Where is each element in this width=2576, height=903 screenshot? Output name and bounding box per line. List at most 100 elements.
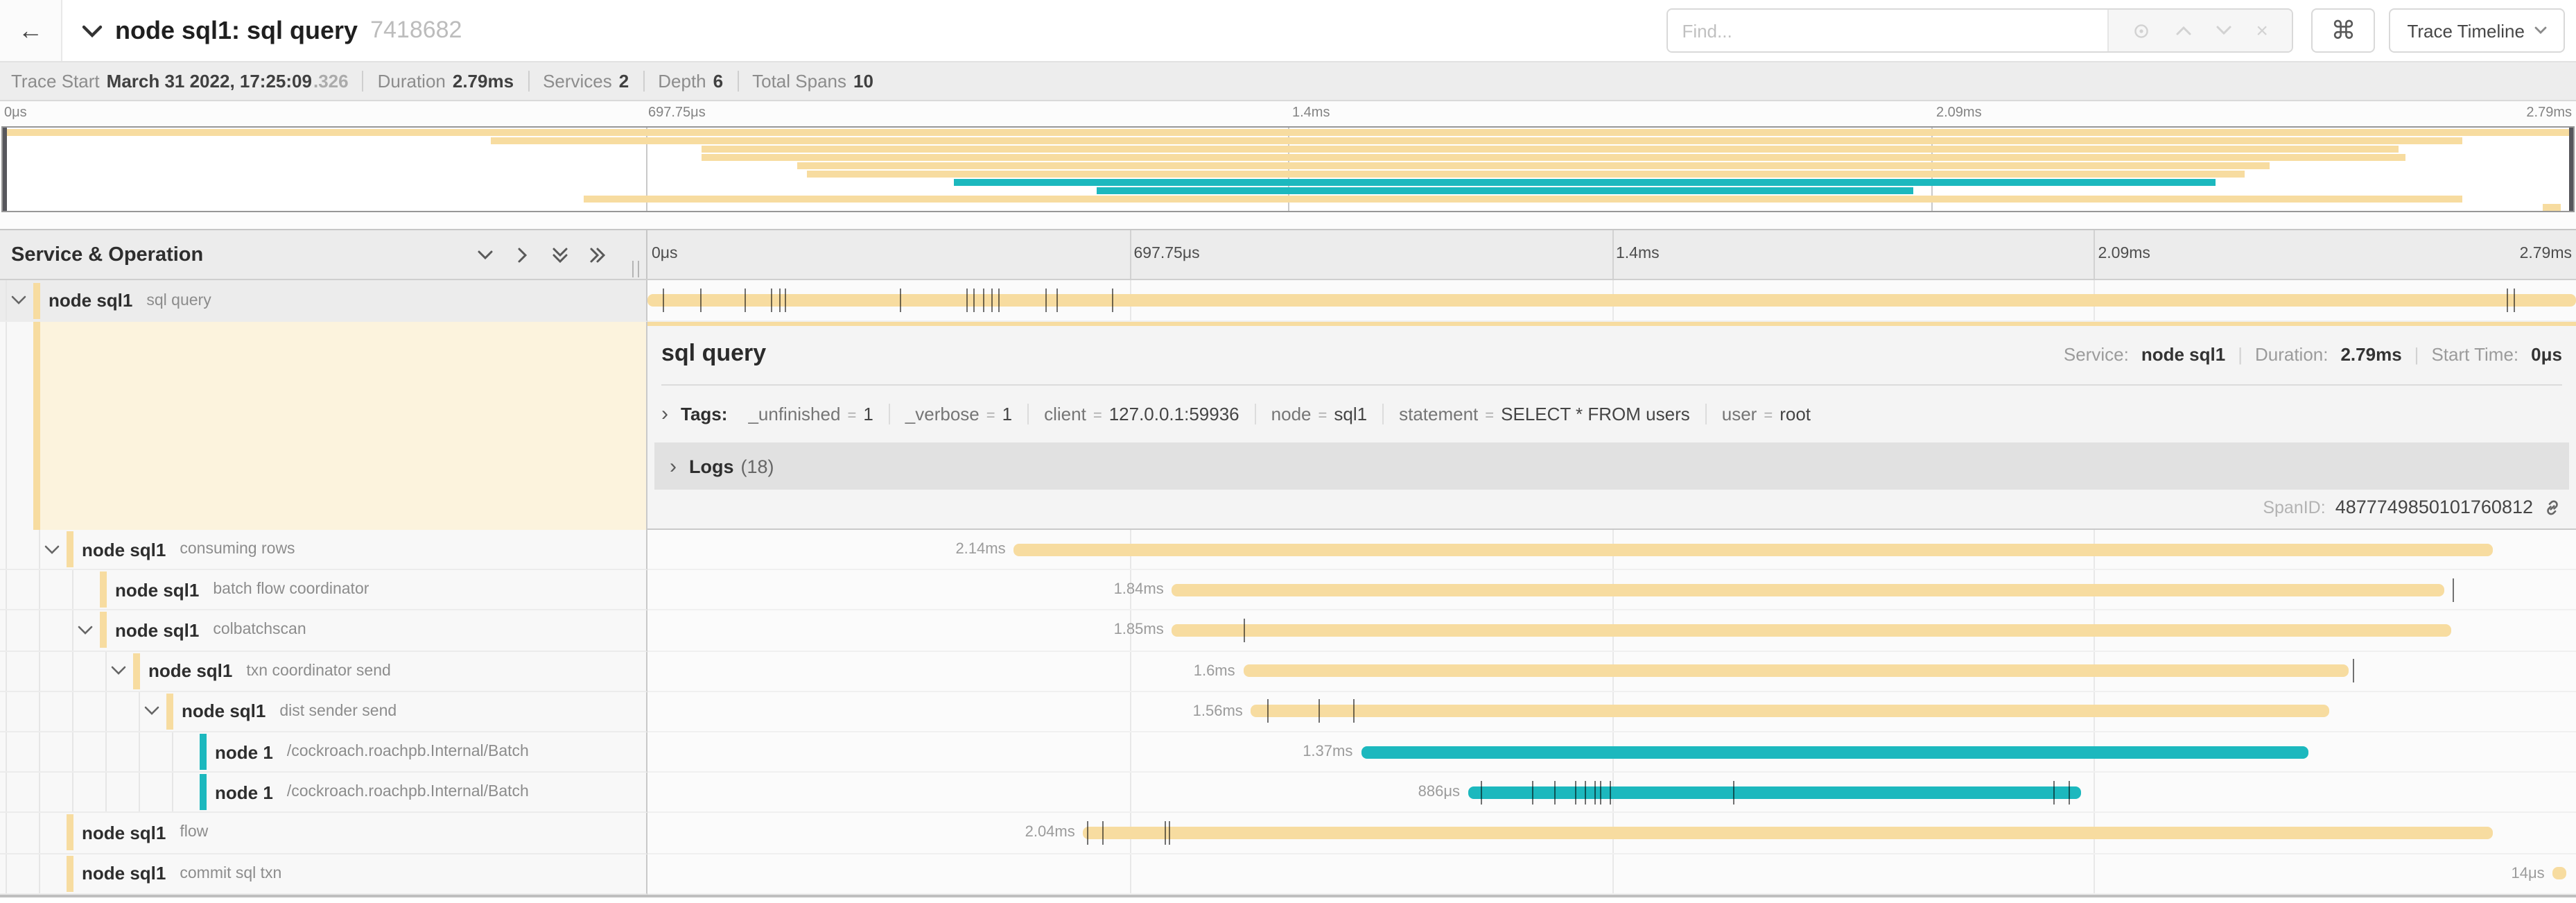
span-row[interactable]: node sql1 dist sender send 1.56ms: [0, 691, 2576, 732]
span-tree-cell[interactable]: node sql1 batch flow coordinator: [0, 570, 647, 611]
span-row[interactable]: node sql1 colbatchscan 1.85ms: [0, 610, 2576, 652]
span-row[interactable]: node sql1 txn coordinator send 1.6ms: [0, 651, 2576, 692]
span-row[interactable]: node 1/cockroach.roachpb.Internal/Batch 1…: [0, 732, 2576, 773]
span-color-strip: [67, 531, 73, 568]
span-bar-cell[interactable]: 1.84ms: [647, 570, 2576, 611]
find-input[interactable]: [1668, 10, 2108, 51]
span-bar[interactable]: [1172, 624, 2451, 637]
trace-view-selector[interactable]: Trace Timeline: [2389, 8, 2565, 53]
span-row[interactable]: node sql1 sql query: [0, 280, 2576, 322]
span-color-strip: [33, 282, 40, 318]
service-operation-header-cell: Service & Operation: [0, 230, 647, 279]
ruler-tick-label: 2.79ms: [2519, 246, 2572, 262]
minimap-span-bar: [584, 195, 2463, 202]
minimap-span-row: [3, 136, 2573, 144]
ruler-tick-label: 1.4ms: [1292, 105, 1330, 121]
minimap-span-row: [3, 161, 2573, 169]
expand-one-icon[interactable]: [513, 245, 532, 264]
log-marker-tick: [1112, 289, 1114, 312]
timeline-gridline: [1129, 570, 1131, 610]
span-bar-cell[interactable]: 1.6ms: [647, 651, 2576, 692]
span-collapse-chevron-icon[interactable]: [11, 295, 26, 305]
span-collapse-chevron-icon[interactable]: [144, 707, 159, 716]
log-marker-tick: [991, 289, 993, 312]
keyboard-shortcuts-button[interactable]: ⌘: [2311, 8, 2376, 53]
span-bar-cell[interactable]: 886μs: [647, 773, 2576, 814]
span-collapse-chevron-icon[interactable]: [111, 666, 126, 676]
ruler-tick-label: 0μs: [4, 105, 27, 121]
log-marker-tick: [1554, 780, 1556, 805]
span-tree-cell[interactable]: node sql1 colbatchscan: [0, 610, 647, 652]
span-bar-cell[interactable]: 1.56ms: [647, 691, 2576, 732]
trace-collapse-chevron-icon[interactable]: [82, 24, 103, 37]
span-row[interactable]: node 1/cockroach.roachpb.Internal/Batch 8…: [0, 773, 2576, 814]
find-prev-icon[interactable]: [2175, 25, 2191, 36]
log-marker-tick: [1102, 820, 1104, 845]
log-marker-tick: [784, 289, 786, 312]
collapse-controls: [476, 230, 607, 279]
span-tree-cell[interactable]: node sql1 consuming rows: [0, 530, 647, 571]
logs-row[interactable]: › Logs (18): [654, 442, 2569, 490]
span-bar[interactable]: [1251, 705, 2329, 718]
tags-expand-icon[interactable]: ›: [661, 402, 668, 425]
span-row[interactable]: node sql1 consuming rows 2.14ms: [0, 530, 2576, 571]
span-bar-cell[interactable]: 2.04ms: [647, 813, 2576, 854]
tag-item[interactable]: _verbose = 1: [888, 403, 1012, 424]
timeline-minimap-section: 0μs 697.75μs 1.4ms 2.09ms 2.79ms: [0, 101, 2576, 229]
span-service-name: node sql1: [115, 619, 200, 641]
span-tree-cell[interactable]: node 1/cockroach.roachpb.Internal/Batch: [0, 732, 647, 773]
collapse-all-icon[interactable]: [550, 245, 570, 264]
timeline-header-row: Service & Operation 0μs 697.75μs 1.4ms 2.09…: [0, 229, 2576, 280]
logs-expand-icon[interactable]: ›: [670, 454, 677, 478]
span-bar-cell[interactable]: 1.37ms: [647, 732, 2576, 773]
span-row[interactable]: node sql1 commit sql txn 14μs: [0, 854, 2576, 895]
span-detail-card: sql query Service: node sql1 | Duration:…: [647, 322, 2576, 530]
span-collapse-chevron-icon[interactable]: [44, 544, 60, 554]
span-row[interactable]: node sql1 batch flow coordinator 1.84ms: [0, 570, 2576, 611]
minimap-left-scrubber[interactable]: [3, 128, 7, 211]
span-bar[interactable]: [1361, 746, 2308, 759]
span-row[interactable]: node sql1 flow 2.04ms: [0, 813, 2576, 854]
span-link-icon[interactable]: [2543, 497, 2562, 517]
find-clear-icon[interactable]: ×: [2256, 19, 2268, 42]
minimap-span-row: [3, 194, 2573, 203]
span-bar-cell[interactable]: [647, 280, 2576, 322]
minimap-right-scrubber[interactable]: [2569, 128, 2573, 211]
collapse-one-icon[interactable]: [476, 245, 495, 264]
tag-item[interactable]: user = root: [1705, 403, 1811, 424]
span-tree-cell[interactable]: node sql1 commit sql txn: [0, 854, 647, 895]
span-duration-label: 1.85ms: [1113, 621, 1164, 639]
span-tree-cell[interactable]: node 1/cockroach.roachpb.Internal/Batch: [0, 773, 647, 814]
log-marker-tick: [2514, 289, 2516, 312]
tag-item[interactable]: _unfinished = 1: [748, 403, 873, 424]
minimap-span-row: [3, 128, 2573, 136]
span-tree-cell[interactable]: node sql1 flow: [0, 813, 647, 854]
span-color-strip: [166, 693, 173, 730]
span-bar-cell[interactable]: 14μs: [647, 854, 2576, 895]
span-bar[interactable]: [1013, 543, 2494, 556]
span-bar[interactable]: [647, 294, 2576, 307]
span-bar[interactable]: [1083, 826, 2494, 839]
span-tree-cell[interactable]: node sql1 sql query: [0, 280, 647, 322]
span-bar[interactable]: [1172, 583, 2445, 596]
find-next-icon[interactable]: [2216, 25, 2232, 36]
expand-all-icon[interactable]: [588, 245, 607, 264]
tag-item[interactable]: node = sql1: [1254, 403, 1367, 424]
span-bar-cell[interactable]: 1.85ms: [647, 610, 2576, 652]
trace-summary-item: Duration 2.79ms: [362, 71, 514, 92]
pane-resize-handle[interactable]: [632, 261, 639, 277]
timeline-minimap[interactable]: [1, 126, 2575, 212]
start-time-value: 0μs: [2531, 344, 2562, 365]
span-bar[interactable]: [1468, 786, 2081, 799]
span-tree-cell[interactable]: node sql1 dist sender send: [0, 691, 647, 732]
back-button[interactable]: ←: [0, 0, 62, 61]
tag-item[interactable]: client = 127.0.0.1:59936: [1027, 403, 1239, 424]
locate-icon[interactable]: [2133, 22, 2151, 40]
span-bar[interactable]: [2552, 867, 2567, 880]
span-bar[interactable]: [1243, 664, 2349, 678]
span-tree-cell[interactable]: node sql1 txn coordinator send: [0, 651, 647, 692]
span-collapse-chevron-icon[interactable]: [78, 626, 93, 635]
tag-item[interactable]: statement = SELECT * FROM users: [1382, 403, 1690, 424]
span-bar-cell[interactable]: 2.14ms: [647, 530, 2576, 571]
tags-row[interactable]: › Tags: _unfinished = 1 _verbose = 1 client = 12…: [661, 395, 2562, 431]
